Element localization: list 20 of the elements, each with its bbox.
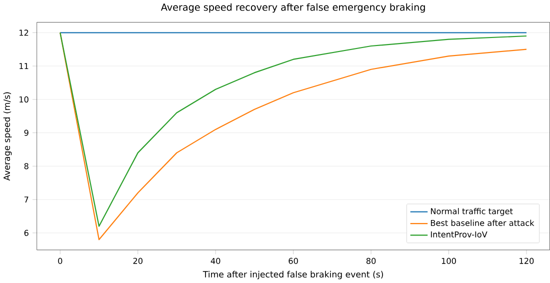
x-tick-label: 40 — [210, 258, 220, 264]
x-tick-label: 0 — [58, 258, 62, 264]
x-tick-label: 80 — [366, 258, 376, 264]
y-tick-label: 7 — [24, 196, 28, 203]
legend-label: IntentProv-IoV — [430, 232, 488, 238]
x-axis-title: Time after injected false braking event (s) — [202, 271, 383, 280]
x-tick-label: 100 — [442, 258, 456, 264]
y-tick-label: 11 — [20, 63, 28, 70]
legend-label: Normal traffic target — [430, 208, 513, 216]
x-tick-label: 20 — [133, 258, 142, 264]
y-tick-label: 12 — [20, 30, 28, 36]
y-tick-label: 8 — [24, 163, 28, 170]
y-tick-label: 6 — [24, 230, 28, 236]
x-tick-label: 120 — [520, 258, 534, 264]
y-axis-title: Average speed (m/s) — [3, 92, 12, 181]
legend-label: Best baseline after attack — [430, 220, 534, 226]
x-tick-label: 60 — [288, 258, 298, 264]
y-tick-label: 9 — [24, 130, 28, 136]
y-tick-label: 10 — [20, 96, 28, 103]
chart-title: Average speed recovery after false emergency braking — [160, 4, 425, 13]
